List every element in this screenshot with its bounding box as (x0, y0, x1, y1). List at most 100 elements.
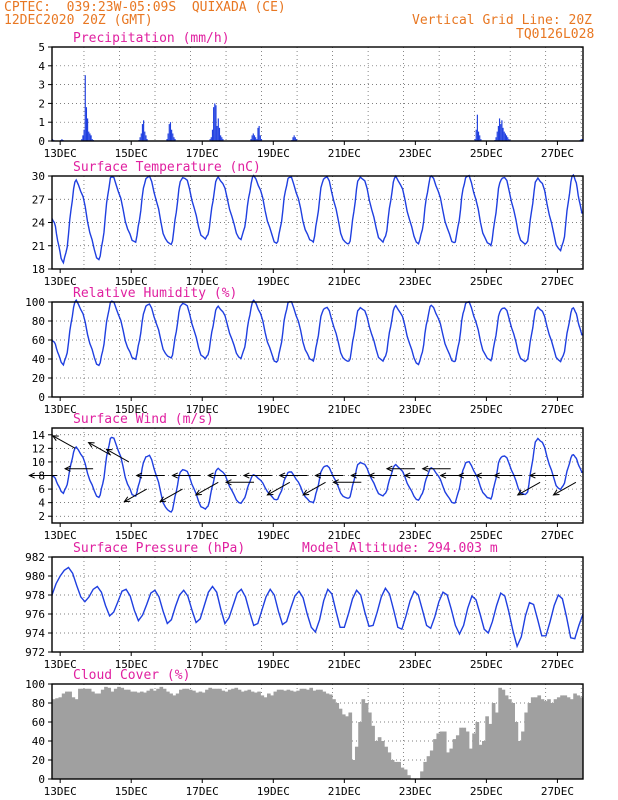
cloud-bar (482, 741, 486, 779)
cloud-bar (328, 694, 333, 779)
precip-bar (215, 105, 217, 141)
y-tick-label: 21 (32, 240, 45, 253)
y-tick-label: 30 (32, 170, 45, 183)
precip-bar (498, 118, 501, 141)
precip-bar (169, 122, 172, 141)
cloud-bar (293, 691, 297, 779)
cloud-bar (361, 699, 366, 779)
precip-bar (255, 137, 257, 141)
cloud-bar (472, 733, 476, 779)
pressure-line (51, 566, 584, 649)
precip-bar (475, 129, 477, 141)
cloud-bar (156, 688, 160, 779)
precip-bar (218, 127, 221, 141)
x-tick-label: 17DEC (186, 403, 219, 416)
wind-arrow (105, 448, 130, 463)
wind-arrow (385, 465, 415, 472)
y-tick-label: 0 (38, 773, 45, 786)
cloud-bar (169, 693, 173, 779)
y-tick-label: 12 (32, 442, 45, 455)
cloud-bar (569, 699, 574, 779)
cloud-bar (550, 703, 555, 779)
cloud-bar (446, 752, 450, 779)
x-tick-label: 27DEC (541, 658, 574, 671)
precip-bar (479, 135, 481, 141)
x-tick-label: 19DEC (257, 403, 290, 416)
cloud-bar (553, 699, 558, 779)
cloud-bar (182, 688, 186, 779)
cloud-bar (55, 698, 59, 779)
precip-bar (81, 139, 83, 141)
cloud-bar (524, 712, 529, 779)
x-tick-label: 25DEC (470, 785, 503, 798)
x-tick-label: 21DEC (328, 785, 361, 798)
precip-bar (143, 120, 145, 141)
y-tick-label: 40 (32, 353, 45, 366)
wind-arrow (63, 465, 94, 472)
panel-humidity: 0 20 40 60 80 100 13DEC 15DEC 17DEC 19DEC 21DEC 23D… (25, 286, 584, 416)
wind-arrow (302, 481, 326, 496)
cloud-bar (117, 686, 121, 779)
cloud-bar (491, 703, 496, 779)
precip-bar (213, 107, 215, 141)
cloud-bar (478, 744, 483, 779)
cloud-bar (488, 723, 493, 779)
panel-annotation: Model Altitude: 294.003 m (302, 541, 498, 556)
cloud-bar (309, 687, 314, 779)
x-tick-label: 23DEC (399, 275, 432, 288)
x-tick-label: 25DEC (470, 147, 503, 160)
wind-arrow (51, 435, 76, 449)
x-tick-label: 13DEC (44, 658, 77, 671)
cloud-bar (146, 690, 151, 779)
temperature-line (51, 173, 584, 265)
cloud-bar (270, 695, 274, 779)
y-tick-label: 18 (32, 263, 45, 276)
cloud-bar (306, 689, 310, 779)
y-tick-label: 14 (32, 429, 46, 442)
cloud-bar (495, 712, 499, 779)
cloud-bar (439, 731, 444, 779)
y-tick-label: 4 (38, 60, 45, 73)
precip-bar (251, 135, 253, 141)
precip-bar (216, 125, 218, 141)
cloud-bar (371, 725, 375, 779)
cloud-bar (452, 739, 457, 779)
cloud-bar (377, 737, 382, 779)
cloud-bar (367, 712, 372, 779)
precip-bar (292, 137, 294, 141)
precip-bar (87, 118, 89, 141)
cloud-bar (61, 693, 66, 779)
precip-bar (211, 129, 214, 141)
x-tick-label: 23DEC (399, 658, 432, 671)
precip-bar (167, 133, 169, 141)
cloud-bar (276, 689, 281, 779)
y-tick-label: 80 (32, 315, 45, 328)
x-tick-label: 17DEC (186, 275, 219, 288)
cloud-bar (556, 697, 561, 779)
cloud-bar (465, 731, 470, 779)
precip-bar (172, 133, 174, 141)
cloud-bar (433, 739, 437, 779)
precip-bar (144, 131, 146, 141)
cloud-bar (237, 689, 242, 779)
cloud-bar (192, 690, 196, 779)
cloud-bar (143, 692, 147, 779)
precip-bar (91, 139, 93, 141)
y-tick-label: 0 (38, 135, 45, 148)
y-tick-label: 60 (32, 334, 45, 347)
precip-bar (174, 139, 176, 141)
x-tick-label: 25DEC (470, 658, 503, 671)
y-tick-label: 10 (32, 456, 45, 469)
precip-bar (501, 120, 503, 141)
precip-bar (495, 137, 497, 141)
cloud-bar (354, 746, 359, 779)
cloud-bar (104, 686, 108, 779)
precip-bar (259, 135, 261, 141)
cloud-bar (87, 688, 92, 779)
cloud-bar (218, 688, 222, 779)
cloud-bar (364, 703, 369, 779)
wind-arrow (159, 488, 183, 503)
wind-arrow (493, 472, 523, 479)
